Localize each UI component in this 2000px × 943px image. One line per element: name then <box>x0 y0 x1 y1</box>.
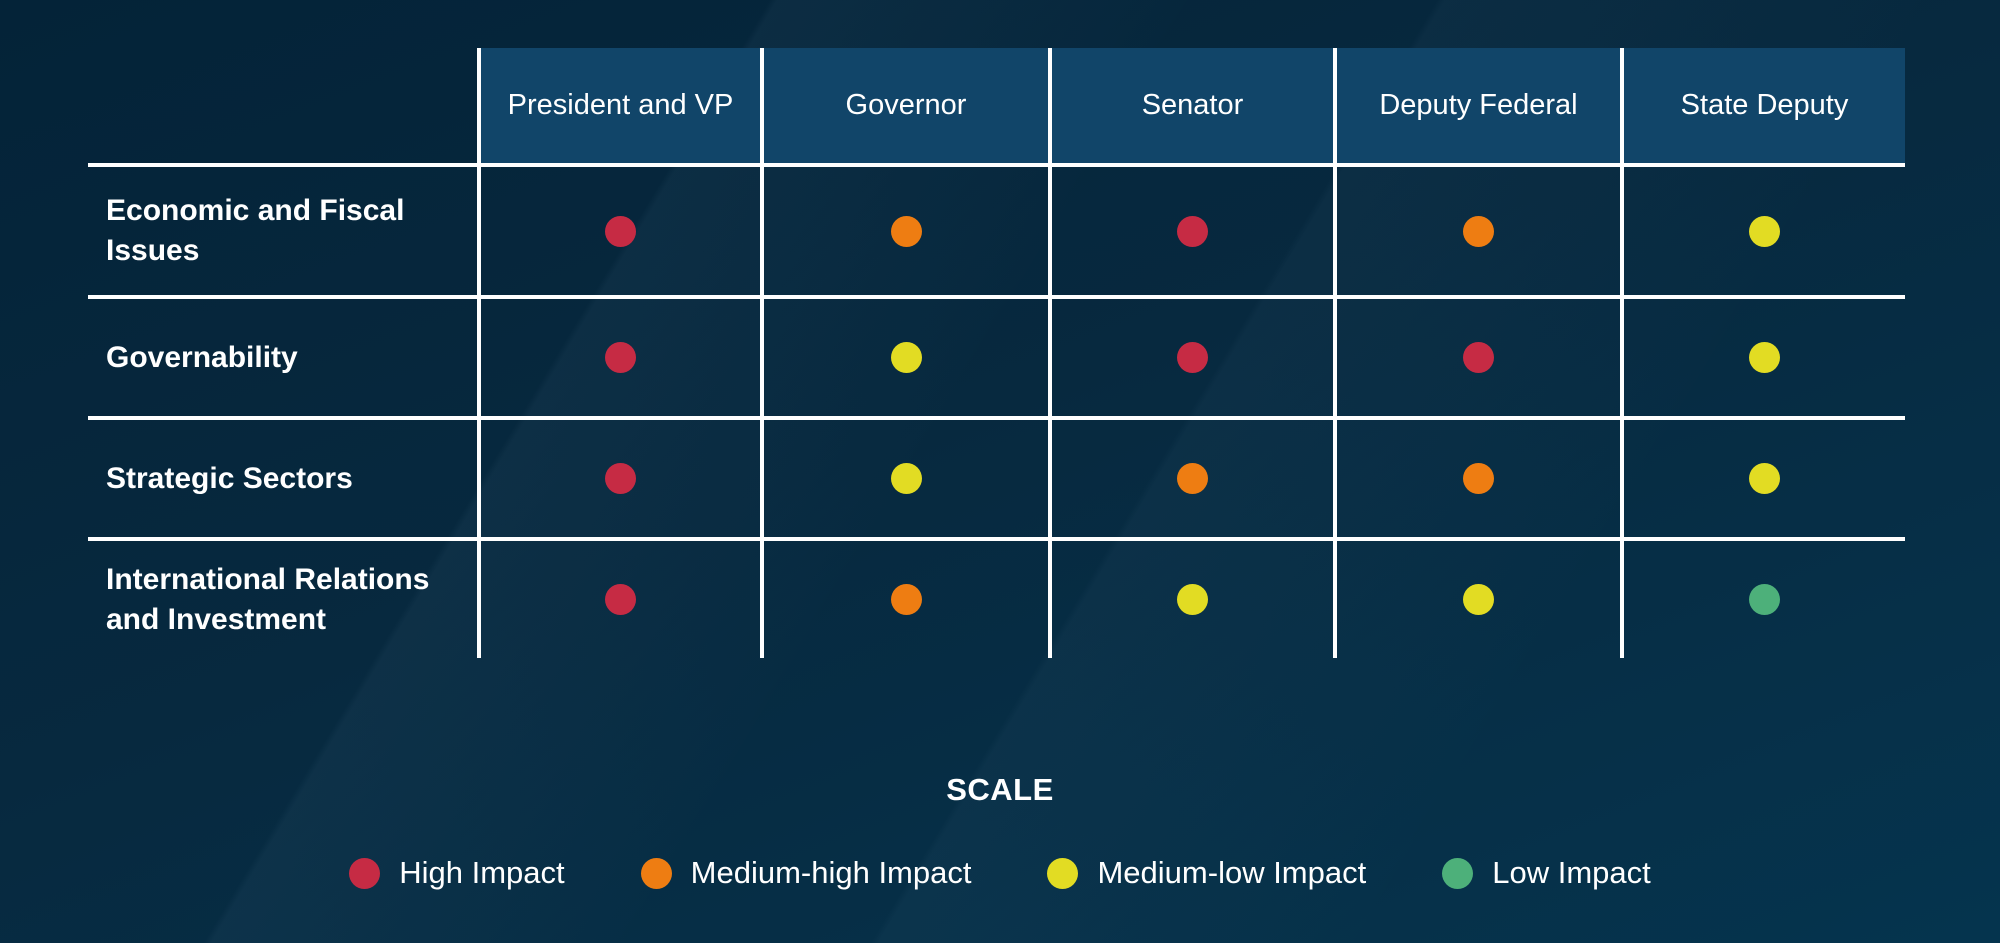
impact-dot-medium-high <box>890 215 922 247</box>
matrix-cell <box>477 537 760 658</box>
impact-dot-low <box>1749 584 1780 615</box>
legend-item-medium-low: Medium-low Impact <box>1047 855 1366 891</box>
impact-dot-medium-high <box>1463 215 1494 247</box>
table-corner <box>88 48 477 163</box>
legend: SCALE High Impact Medium-high Impact Mediu… <box>0 771 2000 891</box>
impact-dot-high <box>1177 215 1208 247</box>
legend-item-medium-high: Medium-high Impact <box>640 855 972 891</box>
matrix-cell <box>1333 295 1620 416</box>
impact-dot-medium-low <box>890 463 922 494</box>
row-label-2: Governability <box>88 295 477 416</box>
impact-dot-medium-high <box>890 584 922 615</box>
matrix-cell <box>760 537 1048 658</box>
impact-dot-medium-low <box>1749 463 1780 494</box>
matrix-cell <box>760 416 1048 537</box>
matrix-cell <box>477 295 760 416</box>
legend-label: Low Impact <box>1492 855 1651 890</box>
legend-dot-low <box>1442 857 1474 889</box>
impact-dot-high <box>605 215 636 247</box>
matrix-cell <box>1333 163 1620 295</box>
legend-dot-medium-low <box>1047 857 1079 889</box>
impact-dot-high <box>605 342 636 373</box>
matrix-cell <box>1048 416 1333 537</box>
matrix-cell <box>1620 163 1905 295</box>
legend-title: SCALE <box>946 772 1054 807</box>
legend-label: High Impact <box>399 855 565 890</box>
row-label-4: International Relations and Investment <box>88 537 477 658</box>
matrix-cell <box>477 163 760 295</box>
legend-items: High Impact Medium-high Impact Medium-low … <box>0 855 2000 891</box>
legend-dot-medium-high <box>640 857 672 889</box>
impact-dot-medium-high <box>1463 463 1494 494</box>
impact-dot-high <box>605 463 636 494</box>
impact-dot-medium-low <box>1749 215 1780 247</box>
matrix-cell <box>477 416 760 537</box>
row-label-3: Strategic Sectors <box>88 416 477 537</box>
impact-dot-medium-low <box>1463 584 1494 615</box>
legend-label: Medium-high Impact <box>690 855 972 890</box>
impact-dot-medium-low <box>1177 584 1208 615</box>
impact-dot-high <box>605 584 636 615</box>
matrix-cell <box>1048 295 1333 416</box>
matrix-cell <box>760 295 1048 416</box>
column-header-5: State Deputy <box>1620 48 1905 163</box>
impact-dot-high <box>1177 342 1208 373</box>
matrix-cell <box>1620 416 1905 537</box>
matrix-cell <box>1048 537 1333 658</box>
matrix-cell <box>1333 416 1620 537</box>
matrix-cell <box>1333 537 1620 658</box>
impact-dot-medium-low <box>1749 342 1780 373</box>
column-header-2: Governor <box>760 48 1048 163</box>
matrix-cell <box>760 163 1048 295</box>
column-header-3: Senator <box>1048 48 1333 163</box>
row-label-1: Economic and Fiscal Issues <box>88 163 477 295</box>
legend-label: Medium-low Impact <box>1097 855 1367 890</box>
column-header-4: Deputy Federal <box>1333 48 1620 163</box>
legend-item-high: High Impact <box>349 855 565 891</box>
legend-dot-high <box>349 857 381 889</box>
impact-matrix-table: President and VP Governor Senator Deputy Fe… <box>88 48 1905 658</box>
impact-dot-high <box>1463 342 1494 373</box>
matrix-cell <box>1048 163 1333 295</box>
matrix-cell <box>1620 537 1905 658</box>
matrix-cell <box>1620 295 1905 416</box>
legend-item-low: Low Impact <box>1442 855 1651 891</box>
impact-dot-medium-high <box>1177 463 1208 494</box>
impact-dot-medium-low <box>890 342 922 373</box>
column-header-1: President and VP <box>477 48 760 163</box>
